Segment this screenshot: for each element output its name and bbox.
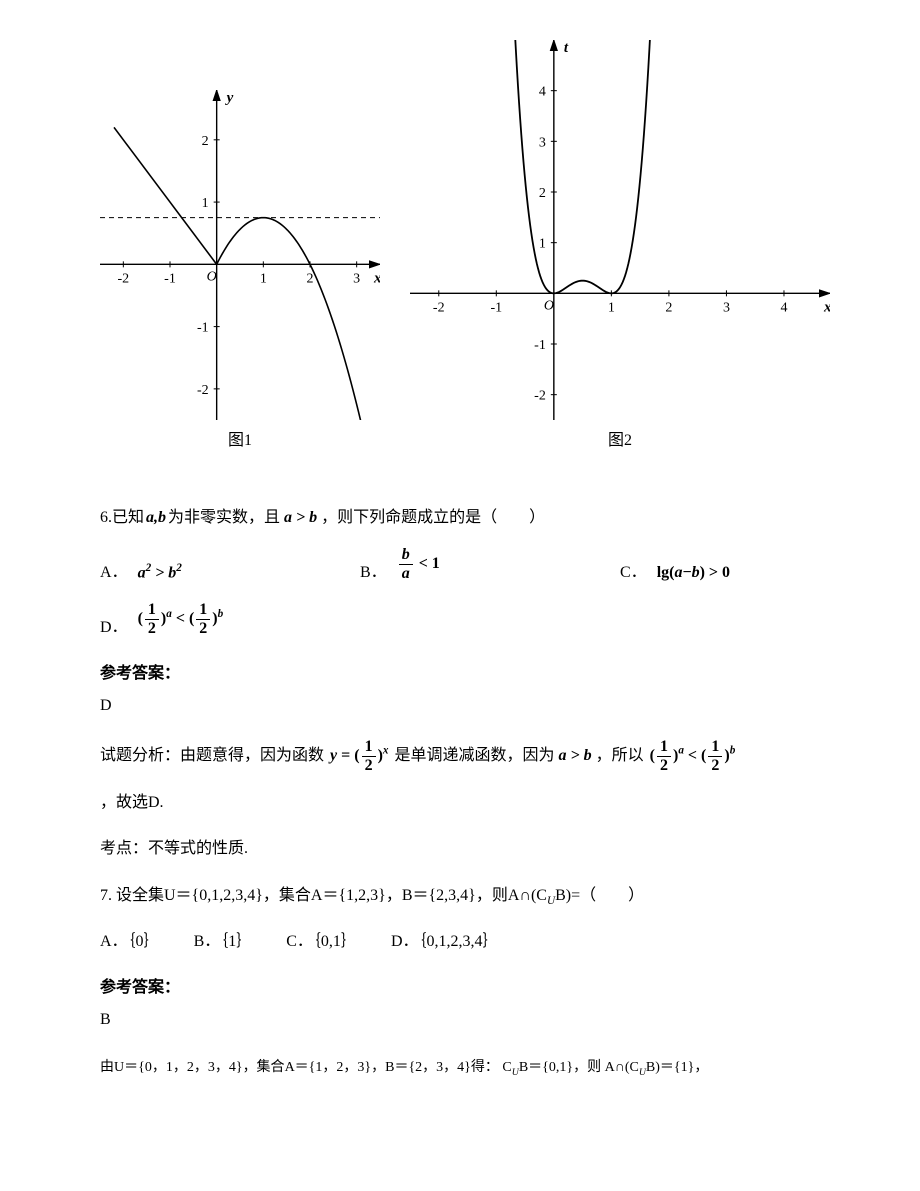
chart2-container: -2 -1 1 2 3 4 -2 -1 1 2 3 4 Ox t 图2 xyxy=(410,40,830,450)
svg-text:y: y xyxy=(225,90,234,106)
svg-text:-1: -1 xyxy=(164,271,176,286)
svg-text:-1: -1 xyxy=(197,321,209,336)
svg-text:1: 1 xyxy=(202,196,209,211)
q7-optC: C．｛0,1｝ xyxy=(286,933,357,950)
q6-optB-expr: ba < 1 xyxy=(397,547,440,582)
svg-text:O: O xyxy=(207,269,217,284)
q6-ans-header: 参考答案： xyxy=(100,659,840,683)
svg-text:-2: -2 xyxy=(117,271,129,286)
q6-optA-expr: a2 > b2 xyxy=(138,562,182,582)
q6-optD-label: D． xyxy=(100,613,128,637)
q6-number: 6. xyxy=(100,500,112,535)
q6-options-row1: A． a2 > b2 B． ba < 1 C． lg(a−b) > 0 xyxy=(100,547,840,590)
q7-solution: 由U＝{0，1，2，3，4}，集合A＝{1，2，3}，B＝{2，3，4}得： C… xyxy=(100,1051,840,1085)
chart1-caption: 图1 xyxy=(100,426,380,450)
q6-cond: a > b xyxy=(284,500,317,535)
svg-text:2: 2 xyxy=(539,186,546,201)
svg-text:t: t xyxy=(564,40,569,56)
q6-ana-func: y = (12)x xyxy=(330,737,388,775)
svg-text:3: 3 xyxy=(539,135,546,150)
q6-stem-mid: 为非零实数，且 xyxy=(168,500,280,535)
q6-ab: a,b xyxy=(146,500,166,535)
q6-ana-ineq: (12)a < (12)b xyxy=(650,737,736,775)
q7-ans: B xyxy=(100,1011,840,1029)
svg-text:x: x xyxy=(373,270,380,286)
svg-text:1: 1 xyxy=(260,271,267,286)
q6-kaodian: 考点：不等式的性质. xyxy=(100,830,840,868)
svg-text:2: 2 xyxy=(665,300,672,315)
svg-text:2: 2 xyxy=(202,134,209,149)
q6-analysis: 试题分析：由题意得，因为函数 y = (12)x 是单调递减函数，因为 a > … xyxy=(100,737,840,775)
svg-text:2: 2 xyxy=(307,271,314,286)
svg-text:-2: -2 xyxy=(433,300,445,315)
chart2-caption: 图2 xyxy=(410,426,830,450)
svg-text:4: 4 xyxy=(780,300,787,315)
q7-optD: D．｛0,1,2,3,4｝ xyxy=(391,933,499,950)
svg-text:x: x xyxy=(823,299,830,315)
chart1-container: -2 -1 1 2 3 -2 -1 1 2 Ox y 图1 xyxy=(100,90,380,450)
q6-stem-pre: 已知 xyxy=(112,500,144,535)
svg-text:1: 1 xyxy=(539,237,546,252)
svg-text:-2: -2 xyxy=(197,383,209,398)
q6-optA: A． a2 > b2 xyxy=(100,558,320,582)
q7-options: A．｛0｝ B．｛1｝ C．｛0,1｝ D．｛0,1,2,3,4｝ xyxy=(100,924,840,959)
q6-ana-pre: 试题分析：由题意得，因为函数 xyxy=(100,737,324,775)
q6-ana-cond: a > b xyxy=(559,737,592,775)
svg-text:3: 3 xyxy=(353,271,360,286)
q7-optA: A．｛0｝ xyxy=(100,933,160,950)
q7-number: 7. xyxy=(100,887,112,904)
chart1-svg: -2 -1 1 2 3 -2 -1 1 2 Ox y xyxy=(100,90,380,420)
q6-stem: 6. 已知 a,b 为非零实数，且 a > b ，则下列命题成立的是（ ） xyxy=(100,500,840,535)
q6-ana-mid: 是单调递减函数，因为 xyxy=(395,737,555,775)
svg-text:1: 1 xyxy=(608,300,615,315)
svg-text:4: 4 xyxy=(539,85,546,100)
q6-optD: D． (12)a < (12)b xyxy=(100,602,223,637)
q7-stem: 7. 设全集U＝{0,1,2,3,4}，集合A＝{1,2,3}，B＝{2,3,4… xyxy=(100,878,840,914)
q6-optB-label: B． xyxy=(360,558,387,582)
svg-text:3: 3 xyxy=(723,300,730,315)
q6-optC-expr: lg(a−b) > 0 xyxy=(657,564,730,582)
q6-optC-label: C． xyxy=(620,558,647,582)
chart2-svg: -2 -1 1 2 3 4 -2 -1 1 2 3 4 Ox t xyxy=(410,40,830,420)
svg-text:-1: -1 xyxy=(534,338,546,353)
q7-optB: B．｛1｝ xyxy=(194,933,253,950)
svg-text:-1: -1 xyxy=(490,300,502,315)
q6-options-row2: D． (12)a < (12)b xyxy=(100,602,840,645)
q6-optA-label: A． xyxy=(100,558,128,582)
q7-stem-text: 设全集U＝{0,1,2,3,4}，集合A＝{1,2,3}，B＝{2,3,4}，则… xyxy=(116,887,644,904)
q6-stem-post: ，则下列命题成立的是（ ） xyxy=(321,500,545,535)
q6-optC: C． lg(a−b) > 0 xyxy=(620,558,730,582)
svg-text:-2: -2 xyxy=(534,389,546,404)
q6-ans: D xyxy=(100,697,840,715)
q6-optD-expr: (12)a < (12)b xyxy=(138,602,224,637)
q7-ans-header: 参考答案： xyxy=(100,973,840,997)
q6-ana-end: ，故选D. xyxy=(100,784,840,822)
q6-optB: B． ba < 1 xyxy=(360,547,580,582)
svg-text:O: O xyxy=(544,298,554,313)
q6-ana-post: ，所以 xyxy=(596,737,644,775)
